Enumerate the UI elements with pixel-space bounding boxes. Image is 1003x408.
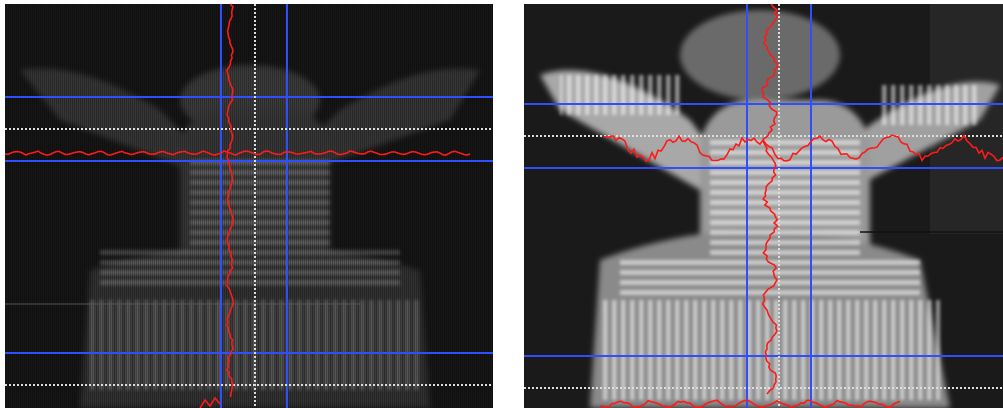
page: (() => { const data = JSON.parse(documen… <box>0 0 1003 408</box>
right-panel <box>524 4 1003 408</box>
scanlines <box>5 4 493 408</box>
image-composite <box>0 0 1003 408</box>
left-panel <box>5 4 493 408</box>
